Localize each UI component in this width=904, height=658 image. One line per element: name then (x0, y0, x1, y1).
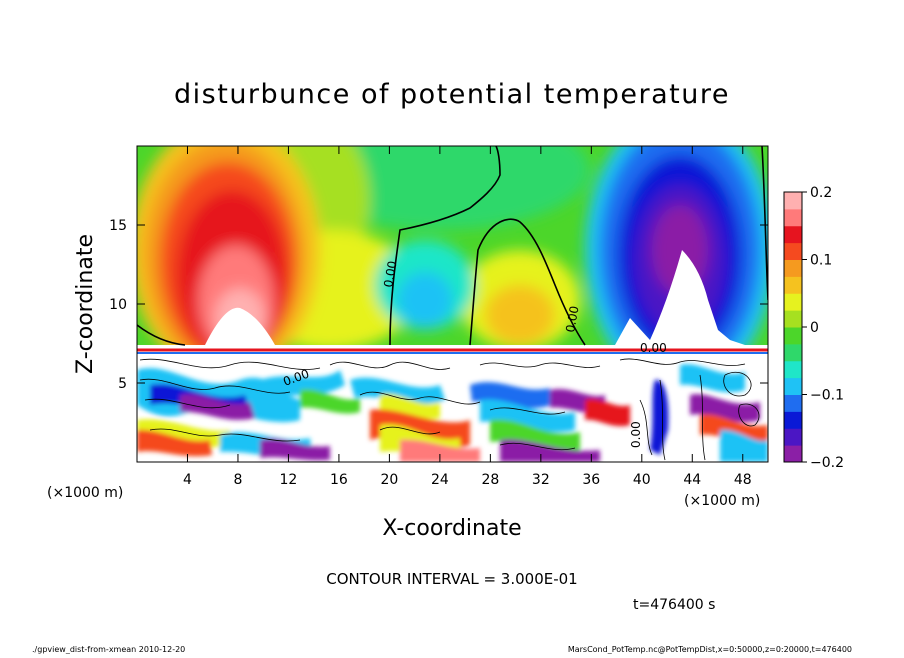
time-label: t=476400 s (633, 597, 715, 613)
x-tick-label: 44 (683, 472, 701, 488)
colorbar-cell (784, 192, 802, 210)
white-lobe-right (615, 250, 745, 345)
contour-label-2: 0.00 (563, 305, 581, 334)
colorbar-tick-label: −0.2 (810, 455, 844, 471)
colorbar-ticks: 0.2 0.1 0 −0.1 −0.2 (802, 185, 844, 471)
plot-area: 0.00 0.00 0.00 0.00 0.00 (137, 146, 768, 462)
colorbar-cell (784, 327, 802, 345)
colorbar-cell (784, 242, 802, 260)
colorbar-cell (784, 377, 802, 395)
x-unit-right: (×1000 m) (684, 493, 760, 509)
x-tick-label: 36 (582, 472, 600, 488)
footer-left: ./gpview_dist-from-xmean 2010-12-20 (32, 645, 185, 654)
x-axis-label: X-coordinate (382, 516, 521, 541)
colorbar-cell (784, 394, 802, 412)
colorbar-cell (784, 276, 802, 294)
colorbar-tick-label: 0.2 (810, 185, 832, 201)
colorbar-cell (784, 208, 802, 227)
colorbar-cell (784, 310, 802, 328)
contour-labels: 0.00 0.00 0.00 0.00 0.00 (281, 260, 666, 448)
x-tick-label: 12 (280, 472, 298, 488)
contour-label-4: 0.00 (629, 421, 643, 448)
x-axis-ticks: 4 8 12 16 20 24 28 32 36 40 44 48 (183, 146, 752, 488)
colorbar-cell (784, 411, 802, 429)
colorbar-cell (784, 343, 802, 362)
lower-field (137, 345, 768, 462)
contour-interval: CONTOUR INTERVAL = 3.000E-01 (326, 570, 577, 588)
x-tick-label: 20 (380, 472, 398, 488)
y-axis-label: Z-coordinate (73, 234, 98, 374)
colorbar-cells (784, 192, 802, 463)
colorbar-cell (784, 225, 802, 244)
y-tick-label: 5 (118, 376, 127, 392)
chart-title: disturbunce of potential temperature (174, 79, 730, 110)
x-tick-label: 28 (481, 472, 499, 488)
x-tick-label: 4 (183, 472, 192, 488)
y-axis-ticks: 5 10 15 (109, 218, 768, 392)
colorbar-cell (784, 445, 802, 463)
contour-lines (137, 146, 768, 346)
colorbar-cell (784, 259, 802, 277)
y-tick-label: 15 (109, 218, 127, 234)
contour-label-3: 0.00 (640, 341, 667, 355)
footer-right: MarsCond_PotTemp.nc@PotTempDist,x=0:5000… (568, 645, 852, 654)
x-tick-label: 32 (532, 472, 550, 488)
x-unit-left: (×1000 m) (47, 485, 123, 501)
x-tick-label: 8 (233, 472, 242, 488)
lower-contour-lines (139, 358, 760, 461)
upper-field (137, 146, 768, 390)
colorbar-cell (784, 428, 802, 446)
colorbar-tick-label: −0.1 (810, 388, 844, 404)
contour-label-1: 0.00 (381, 260, 399, 289)
x-tick-label: 40 (633, 472, 651, 488)
x-tick-label: 16 (330, 472, 348, 488)
x-tick-label: 24 (431, 472, 449, 488)
y-tick-label: 10 (109, 297, 127, 313)
colorbar-tick-label: 0 (810, 320, 819, 336)
colorbar-tick-label: 0.1 (810, 253, 832, 269)
x-tick-label: 48 (734, 472, 752, 488)
colorbar-cell (784, 360, 802, 379)
white-lobe-left (205, 307, 275, 345)
colorbar-cell (784, 293, 802, 311)
colorbar: 0.2 0.1 0 −0.1 −0.2 (783, 185, 844, 471)
